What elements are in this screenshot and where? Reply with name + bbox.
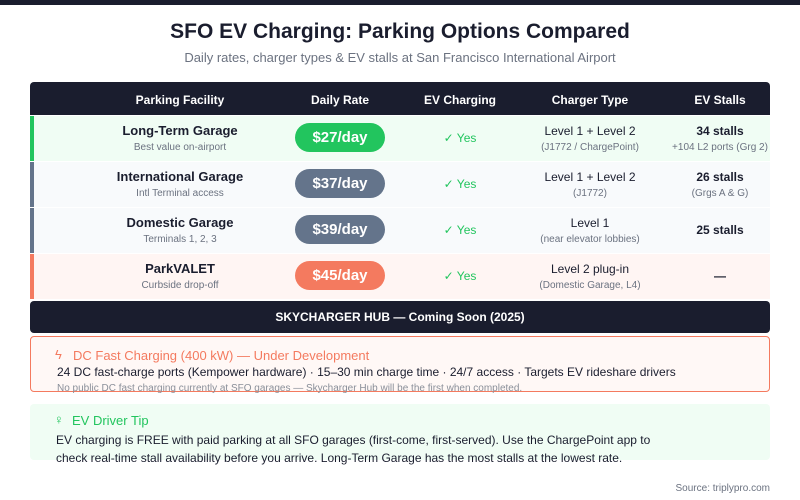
header-facility: Parking Facility: [135, 93, 225, 107]
ev-charging-status: ✓ Yes: [443, 131, 477, 145]
ev-stalls: 25 stalls: [696, 223, 744, 237]
page-subtitle: Daily rates, charger types & EV stalls a…: [184, 50, 616, 65]
header-charger: Charger Type: [551, 93, 629, 107]
ev-charging-status: ✓ Yes: [443, 269, 477, 283]
facility-subtitle: Intl Terminal access: [136, 188, 224, 199]
ev-stalls-detail: (Grgs A & G): [691, 188, 749, 199]
facility-name: Domestic Garage: [126, 215, 234, 230]
page-title: SFO EV Charging: Parking Options Compare…: [170, 20, 630, 43]
row-accent-bar: [30, 254, 34, 299]
top-accent-bar: [0, 0, 800, 5]
charger-detail: (J1772): [573, 188, 607, 199]
facility-name: ParkVALET: [145, 261, 215, 276]
charger-detail: (J1772 / ChargePoint): [541, 142, 639, 153]
table-header: Parking Facility Daily Rate EV Charging …: [30, 82, 770, 115]
ev-stalls: —: [714, 269, 726, 283]
facility-name: Long-Term Garage: [122, 123, 238, 138]
table-row: ParkVALET Curbside drop-off $45/day ✓ Ye…: [30, 254, 770, 299]
charger-type: Level 1 + Level 2: [544, 124, 636, 138]
ev-charging-status: ✓ Yes: [443, 177, 477, 191]
charger-detail: (near elevator lobbies): [540, 234, 640, 245]
facility-subtitle: Terminals 1, 2, 3: [143, 234, 217, 245]
ev-tip-box: ♀ EV Driver Tip EV charging is FREE with…: [30, 404, 770, 465]
table-row: Long-Term Garage Best value on-airport $…: [30, 116, 770, 161]
table-row: Domestic Garage Terminals 1, 2, 3 $39/da…: [30, 208, 770, 253]
charger-type: Level 1: [570, 216, 610, 230]
rate-pill: $45/day: [295, 261, 385, 290]
header-stalls: EV Stalls: [694, 93, 746, 107]
header-rate: Daily Rate: [310, 93, 370, 107]
dc-body: 24 DC fast-charge ports (Kempower hardwa…: [57, 365, 676, 379]
rate-pill: $39/day: [295, 215, 385, 244]
row-accent-bar: [30, 208, 34, 253]
ev-stalls: 26 stalls: [696, 170, 744, 184]
source-credit: Source: triplypro.com: [675, 483, 770, 494]
skycharger-hub-banner: SKYCHARGER HUB — Coming Soon (2025): [30, 301, 770, 333]
facility-subtitle: Best value on-airport: [133, 142, 227, 153]
dc-fast-charging-box: ϟ DC Fast Charging (400 kW) — Under Deve…: [30, 336, 770, 394]
ev-charging-status: ✓ Yes: [443, 223, 477, 237]
facility-subtitle: Curbside drop-off: [141, 280, 219, 291]
dc-note: No public DC fast charging currently at …: [57, 383, 523, 394]
facility-name: International Garage: [116, 169, 244, 184]
charger-type: Level 2 plug-in: [550, 262, 630, 276]
rate-pill: $27/day: [295, 123, 385, 152]
ev-stalls-detail: +104 L2 ports (Grg 2): [672, 142, 768, 153]
ev-stalls: 34 stalls: [696, 124, 744, 138]
row-accent-bar: [30, 116, 34, 161]
charger-detail: (Domestic Garage, L4): [539, 280, 641, 291]
lightning-icon: ϟ: [55, 347, 62, 362]
lightbulb-icon: ♀: [54, 412, 64, 427]
row-accent-bar: [30, 162, 34, 207]
charger-type: Level 1 + Level 2: [544, 170, 636, 184]
table-row: International Garage Intl Terminal acces…: [30, 162, 770, 207]
tip-heading: EV Driver Tip: [72, 413, 149, 428]
dc-heading: DC Fast Charging (400 kW) — Under Develo…: [73, 348, 370, 363]
header-ev: EV Charging: [423, 93, 497, 107]
tip-body: EV charging is FREE with paid parking at…: [56, 433, 651, 465]
rate-pill: $37/day: [295, 169, 385, 198]
